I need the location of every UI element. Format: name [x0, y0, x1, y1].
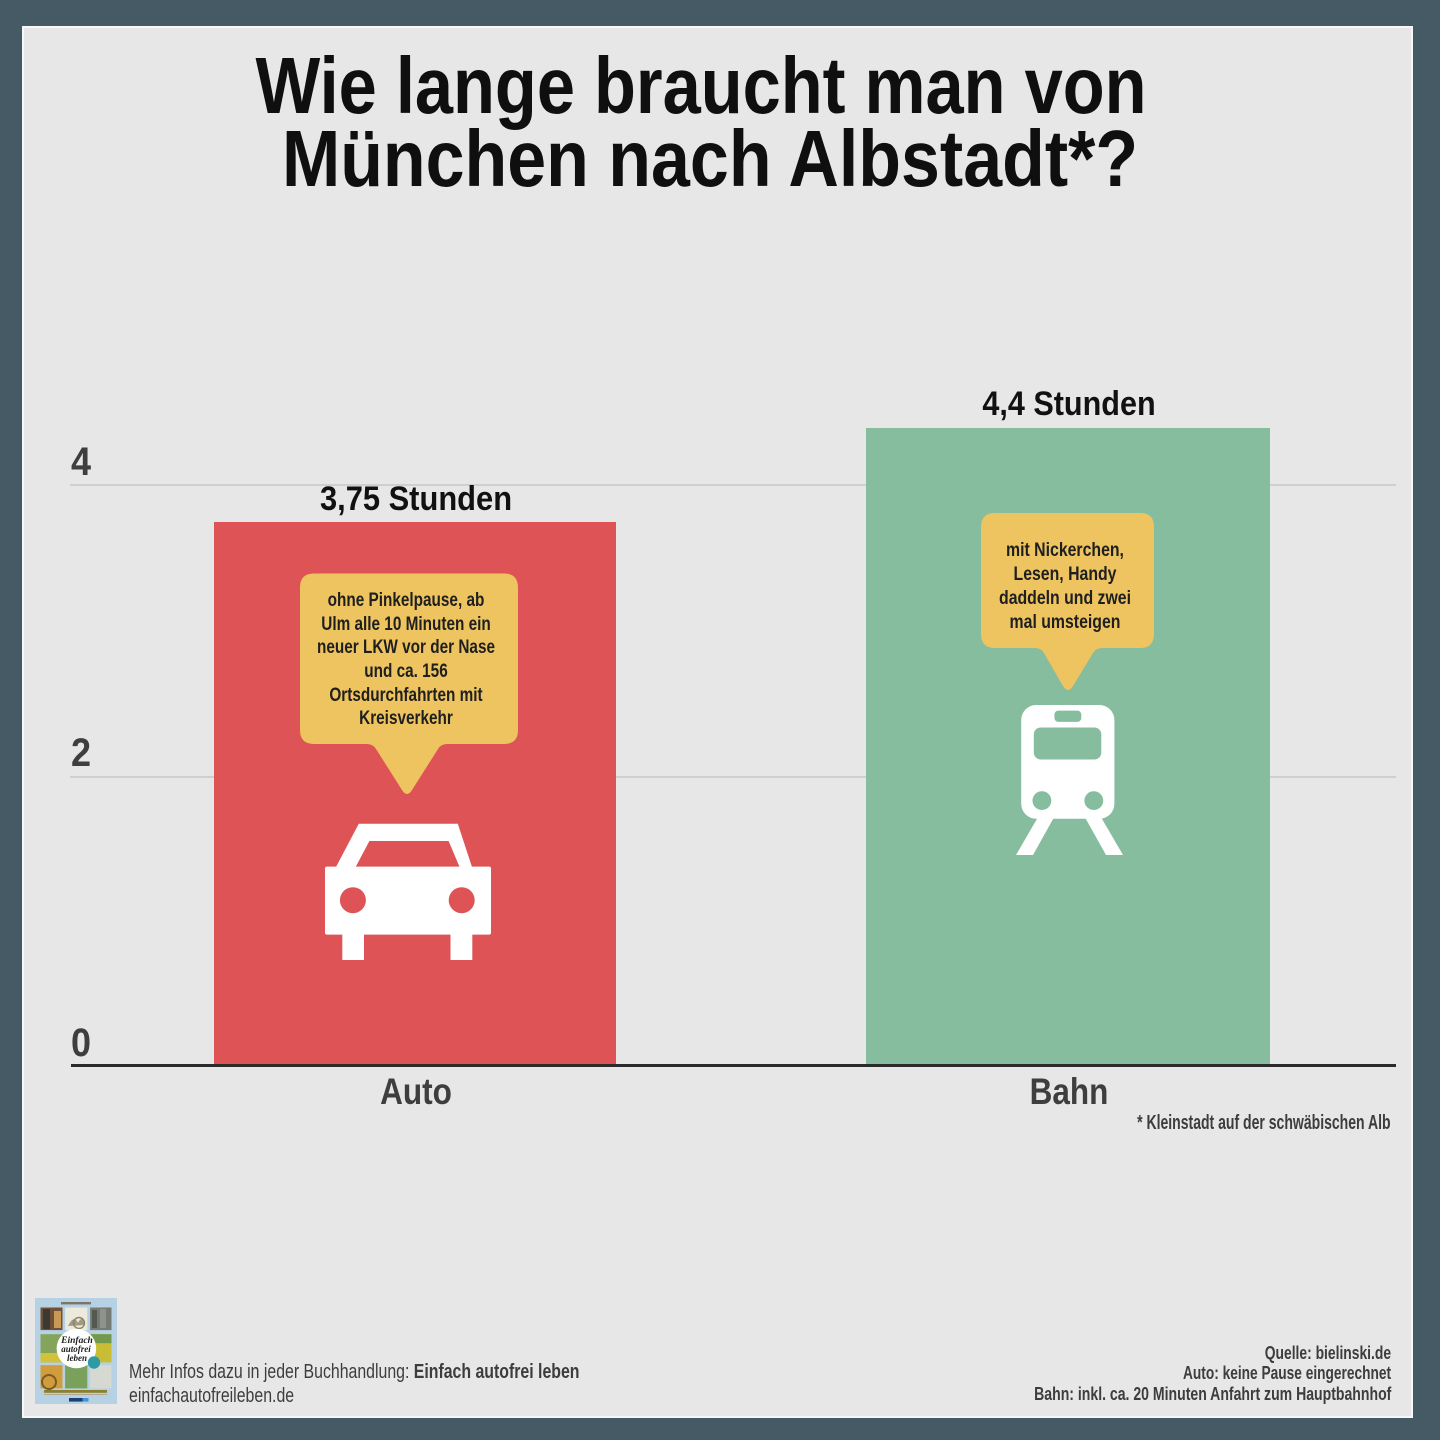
svg-text:autofrei: autofrei [61, 1344, 91, 1354]
svg-text:leben: leben [67, 1353, 87, 1363]
svg-text:Einfach: Einfach [60, 1336, 93, 1346]
